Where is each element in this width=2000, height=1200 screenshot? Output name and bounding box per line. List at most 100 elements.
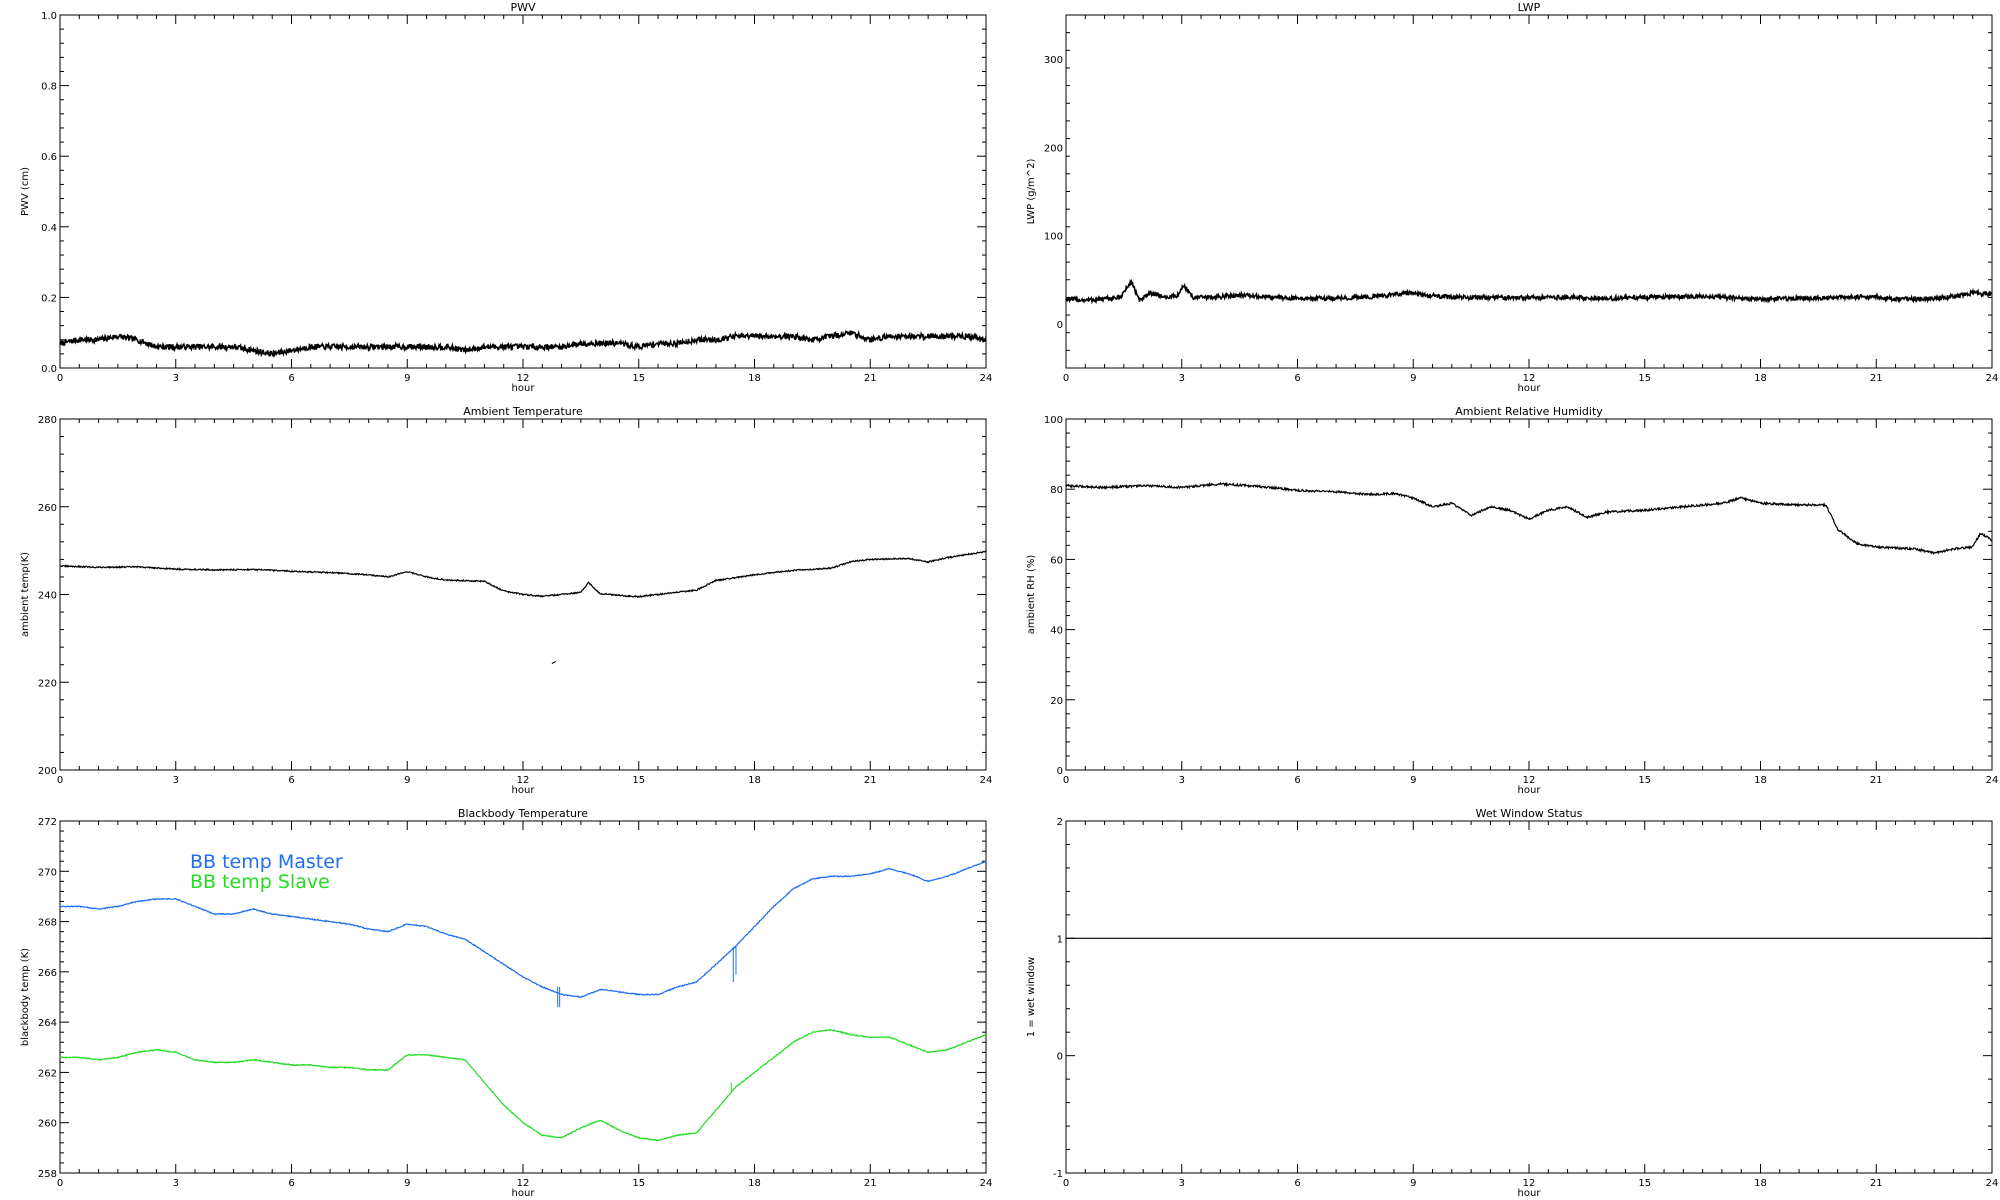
x-tick-label: 12 <box>517 373 530 384</box>
y-tick-label: 0 <box>1057 320 1063 331</box>
x-tick-label: 15 <box>632 1178 645 1189</box>
chart-panel: PWV 0 3 6 9 12 15 18 21 24 hour 0.0 0.2 0.4 0.6 0.8 1.0 P… <box>20 1 992 394</box>
y-tick-label: 258 <box>38 1169 57 1180</box>
y-tick-label: 0 <box>1057 1052 1063 1063</box>
y-tick-label: 264 <box>38 1018 57 1029</box>
chart-title: Wet Window Status <box>1476 807 1583 820</box>
y-tick-label: 2 <box>1057 817 1063 828</box>
x-tick-label: 12 <box>517 775 530 786</box>
x-tick-label: 6 <box>1294 373 1300 384</box>
x-tick-label: 3 <box>1179 775 1185 786</box>
y-tick-label: -1 <box>1053 1169 1063 1180</box>
chart-title: PWV <box>510 1 536 14</box>
chart-panel: LWP 0 3 6 9 12 15 18 21 24 hour 0 100 200 300 LWP (g/m^… <box>1026 1 1998 394</box>
x-tick-label: 24 <box>1986 775 1999 786</box>
y-tick-label: 270 <box>38 867 57 878</box>
series-line <box>1065 481 1993 555</box>
chart-title: LWP <box>1518 1 1541 14</box>
y-tick-label: 0.0 <box>41 364 57 375</box>
x-tick-label: 0 <box>57 373 63 384</box>
y-tick-label: 240 <box>38 591 57 602</box>
x-tick-label: 9 <box>1410 1178 1416 1189</box>
chart-title: Blackbody Temperature <box>458 807 588 820</box>
y-axis-label: ambient temp(K) <box>20 552 31 637</box>
y-tick-label: 300 <box>1044 55 1063 66</box>
x-tick-label: 0 <box>57 1178 63 1189</box>
x-tick-label: 12 <box>1523 775 1536 786</box>
x-tick-label: 9 <box>1410 775 1416 786</box>
chart-title: Ambient Temperature <box>463 405 583 418</box>
y-tick-label: 220 <box>38 678 57 689</box>
y-tick-label: 0 <box>1057 766 1063 777</box>
x-tick-label: 3 <box>173 775 179 786</box>
chart-panel: Ambient Temperature 0 3 6 9 12 15 18 21 24 hour 200… <box>20 405 992 796</box>
x-tick-label: 21 <box>1870 373 1883 384</box>
x-axis-label: hour <box>1518 383 1542 394</box>
series-line <box>59 1028 987 1142</box>
x-tick-label: 6 <box>288 373 294 384</box>
x-tick-label: 6 <box>288 775 294 786</box>
x-tick-label: 12 <box>517 1178 530 1189</box>
series-line <box>59 860 987 999</box>
y-tick-label: 100 <box>1044 415 1063 426</box>
legend-entry: BB temp Slave <box>190 871 330 893</box>
outlier-point <box>551 661 557 664</box>
x-tick-label: 21 <box>864 373 877 384</box>
y-tick-label: 0.4 <box>41 223 57 234</box>
y-tick-label: 200 <box>1044 143 1063 154</box>
chart-panel: Blackbody Temperature 0 3 6 9 12 15 18 21 24 hour 2… <box>20 807 992 1199</box>
x-tick-label: 24 <box>1986 1178 1999 1189</box>
x-tick-label: 3 <box>1179 1178 1185 1189</box>
x-axis-label: hour <box>512 383 536 394</box>
y-tick-label: 260 <box>38 503 57 514</box>
y-axis-label: blackbody temp (K) <box>20 948 31 1046</box>
x-tick-label: 3 <box>173 1178 179 1189</box>
y-tick-label: 0.8 <box>41 82 57 93</box>
x-tick-label: 18 <box>748 373 761 384</box>
y-tick-label: 272 <box>38 817 57 828</box>
x-tick-label: 21 <box>1870 775 1883 786</box>
x-tick-label: 15 <box>632 775 645 786</box>
x-axis-label: hour <box>512 1188 536 1199</box>
x-tick-label: 6 <box>288 1178 294 1189</box>
y-axis-label: 1 = wet window <box>1026 957 1037 1037</box>
x-tick-label: 24 <box>980 775 993 786</box>
x-tick-label: 15 <box>1638 1178 1651 1189</box>
y-tick-label: 200 <box>38 766 57 777</box>
y-tick-label: 280 <box>38 415 57 426</box>
chart-title: Ambient Relative Humidity <box>1455 405 1603 418</box>
y-tick-label: 266 <box>38 968 57 979</box>
x-tick-label: 18 <box>748 775 761 786</box>
x-tick-label: 21 <box>864 775 877 786</box>
x-tick-label: 6 <box>1294 775 1300 786</box>
x-tick-label: 9 <box>404 1178 410 1189</box>
y-tick-label: 100 <box>1044 232 1063 243</box>
x-tick-label: 18 <box>1754 1178 1767 1189</box>
x-tick-label: 21 <box>1870 1178 1883 1189</box>
x-tick-label: 0 <box>57 775 63 786</box>
y-axis-label: ambient RH (%) <box>1026 555 1037 635</box>
series-line <box>59 550 987 599</box>
x-tick-label: 9 <box>404 775 410 786</box>
y-tick-label: 260 <box>38 1119 57 1130</box>
x-tick-label: 9 <box>1410 373 1416 384</box>
x-tick-label: 18 <box>1754 775 1767 786</box>
y-tick-label: 40 <box>1050 626 1063 637</box>
x-tick-label: 24 <box>980 1178 993 1189</box>
x-axis-label: hour <box>1518 1188 1542 1199</box>
x-tick-label: 0 <box>1063 373 1069 384</box>
y-axis-label: LWP (g/m^2) <box>1026 159 1037 225</box>
x-tick-label: 15 <box>1638 373 1651 384</box>
y-tick-label: 268 <box>38 918 57 929</box>
chart-panel: Ambient Relative Humidity 0 3 6 9 12 15 18 21 24 h… <box>1026 405 1998 796</box>
y-tick-label: 60 <box>1050 555 1063 566</box>
y-tick-label: 0.6 <box>41 152 57 163</box>
x-tick-label: 21 <box>864 1178 877 1189</box>
x-tick-label: 24 <box>980 373 993 384</box>
x-tick-label: 24 <box>1986 373 1999 384</box>
x-tick-label: 9 <box>404 373 410 384</box>
y-axis-label: PWV (cm) <box>20 167 31 216</box>
x-tick-label: 3 <box>173 373 179 384</box>
